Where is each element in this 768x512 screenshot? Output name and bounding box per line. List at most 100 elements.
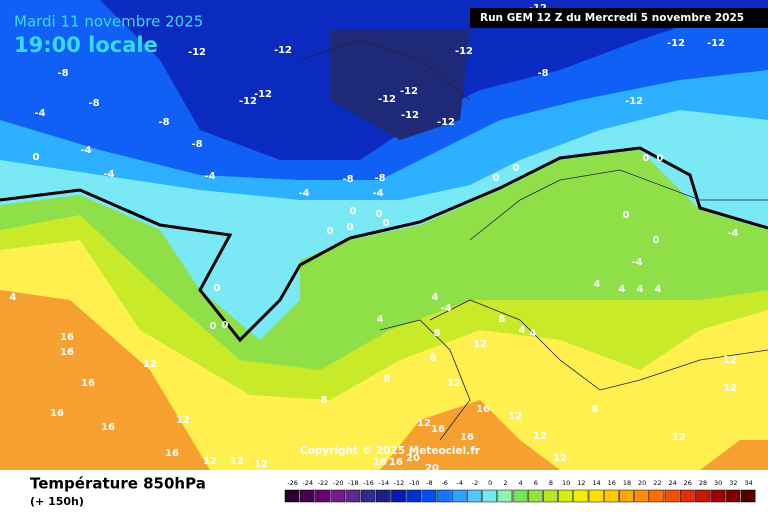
legend-label: 28 <box>699 479 707 487</box>
contour-label: -12 <box>455 46 473 57</box>
contour-label: -12 <box>188 47 206 58</box>
legend-swatch <box>330 489 346 503</box>
contour-label: 0 <box>214 283 221 294</box>
legend-swatch <box>543 489 558 503</box>
footer-title: Température 850hPa <box>30 475 206 493</box>
legend-label: 4 <box>519 479 523 487</box>
date-label: Mardi 11 novembre 2025 <box>14 13 203 31</box>
contour-label: -8 <box>537 68 548 79</box>
contour-label: 8 <box>499 314 506 325</box>
contour-label: 8 <box>321 395 328 406</box>
legend-label: -18 <box>348 479 359 487</box>
contour-label: 0 <box>513 163 520 174</box>
legend-label: -24 <box>302 479 313 487</box>
contour-label: 4 <box>377 314 384 325</box>
contour-label: -12 <box>378 94 396 105</box>
contour-label: 16 <box>81 378 95 389</box>
contour-label: -4 <box>372 188 383 199</box>
contour-label: 16 <box>373 457 387 468</box>
contour-label: -8 <box>158 117 169 128</box>
contour-label: 0 <box>33 152 40 163</box>
contour-label: -4 <box>204 171 215 182</box>
legend-swatch <box>679 489 695 503</box>
contour-label: 4 <box>530 328 537 339</box>
legend-label: -10 <box>409 479 420 487</box>
contour-label: 0 <box>222 320 229 331</box>
contour-label: 12 <box>417 418 431 429</box>
contour-label: 16 <box>165 448 179 459</box>
contour-label: -4 <box>631 257 642 268</box>
contour-label: 0 <box>643 153 650 164</box>
legend-label: 22 <box>653 479 661 487</box>
legend-label: -4 <box>457 479 463 487</box>
contour-label: 0 <box>210 321 217 332</box>
contour-label: 12 <box>553 453 567 464</box>
contour-label: 0 <box>376 209 383 220</box>
contour-label: -8 <box>88 98 99 109</box>
contour-label: -4 <box>440 303 451 314</box>
legend-swatch <box>467 489 482 503</box>
contour-label: 16 <box>50 408 64 419</box>
contour-label: 12 <box>447 378 461 389</box>
legend-label: 14 <box>592 479 600 487</box>
legend-label: 30 <box>714 479 722 487</box>
legend-swatch <box>649 489 665 503</box>
contour-label: 0 <box>347 222 354 233</box>
legend-label: 16 <box>608 479 616 487</box>
time-label: 19:00 locale <box>14 33 158 57</box>
legend-label: 24 <box>668 479 676 487</box>
contour-label: -12 <box>254 89 272 100</box>
contour-label: -8 <box>191 139 202 150</box>
legend-swatch <box>497 489 513 503</box>
contour-label: 0 <box>350 206 357 217</box>
contour-label: 12 <box>723 355 737 366</box>
region-m16 <box>330 30 470 140</box>
legend-swatch <box>406 489 422 503</box>
legend-label: -8 <box>426 479 432 487</box>
contour-label: 16 <box>60 347 74 358</box>
contour-label: 8 <box>384 374 391 385</box>
copyright: Copyright © 2025 Meteociel.fr <box>300 445 481 457</box>
legend-swatch <box>391 489 406 503</box>
legend-label: 2 <box>503 479 507 487</box>
legend-swatch <box>360 489 376 503</box>
legend-swatch <box>725 489 741 503</box>
legend-swatch <box>345 489 361 503</box>
legend-swatch <box>527 489 543 503</box>
contour-label: -4 <box>34 108 45 119</box>
run-label: Run GEM 12 Z du Mercredi 5 novembre 2025 <box>480 12 744 24</box>
legend-swatch <box>284 489 300 503</box>
map: -12-12-12-12-12-12-12-12-12-12-12-12-12-… <box>0 0 768 474</box>
contour-label: 12 <box>254 459 268 470</box>
contour-label: 0 <box>653 235 660 246</box>
legend-swatch <box>482 489 498 503</box>
legend-swatch <box>436 489 452 503</box>
contour-label: 0 <box>327 226 334 237</box>
legend-label: -16 <box>363 479 374 487</box>
legend-label: -12 <box>394 479 405 487</box>
contour-label: 8 <box>430 353 437 364</box>
contour-label: 12 <box>230 456 244 467</box>
legend-label: 0 <box>488 479 492 487</box>
contour-label: 20 <box>425 463 439 474</box>
contour-label: 12 <box>143 359 157 370</box>
contour-label: 4 <box>637 284 644 295</box>
contour-label: -8 <box>374 173 385 184</box>
contour-label: 4 <box>519 325 526 336</box>
legend-label: -2 <box>472 479 478 487</box>
legend-swatch <box>710 489 726 503</box>
contour-label: 16 <box>60 332 74 343</box>
legend-label: 6 <box>534 479 538 487</box>
contour-label: 0 <box>623 210 630 221</box>
contour-label: 8 <box>592 404 599 415</box>
legend-swatch <box>695 489 710 503</box>
legend-label: 10 <box>562 479 570 487</box>
contour-label: -12 <box>274 45 292 56</box>
contour-label: 16 <box>476 404 490 415</box>
contour-label: 12 <box>672 432 686 443</box>
legend-swatch <box>375 489 391 503</box>
contour-label: -12 <box>707 38 725 49</box>
contour-label: 16 <box>389 457 403 468</box>
contour-label: 12 <box>533 431 547 442</box>
legend-swatch <box>619 489 634 503</box>
